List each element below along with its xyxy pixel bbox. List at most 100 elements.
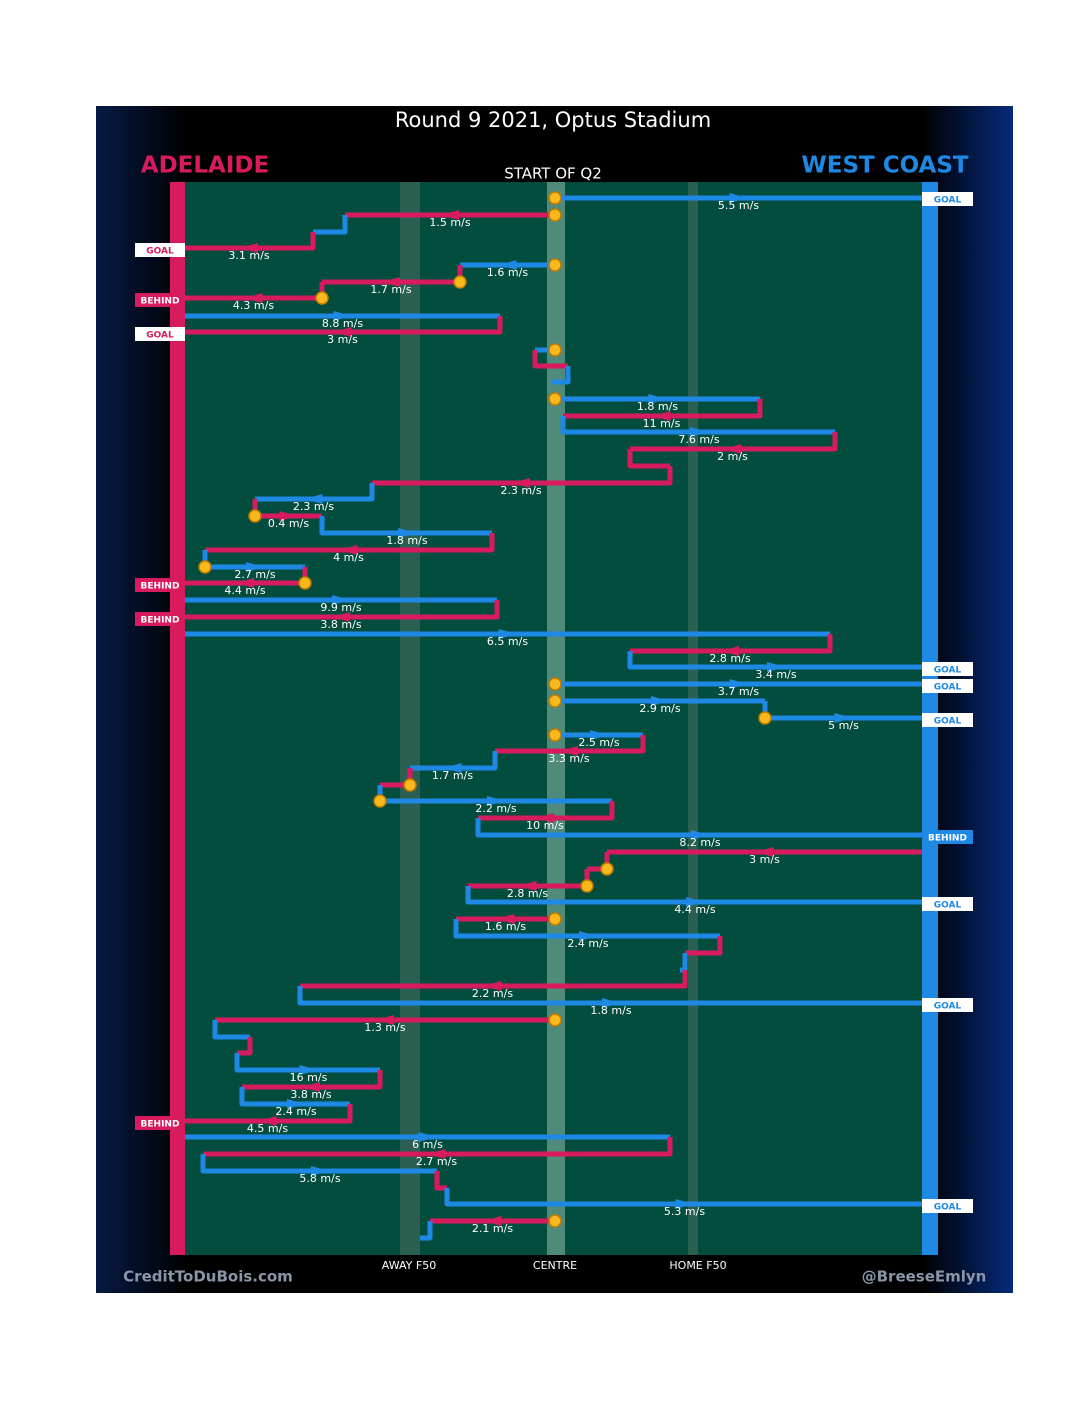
direction-arrow [279,511,298,521]
direction-arrow [518,881,537,891]
contest-marker [548,258,562,272]
possession-segment [237,1037,253,1056]
direction-arrow [240,243,258,253]
contest-marker [600,862,614,876]
direction-arrow [723,444,742,454]
direction-arrow [376,1015,394,1025]
outcome-label: GOAL [934,1002,962,1012]
credit: @BreeseEmlyn [862,1268,987,1286]
possession-segment [630,634,833,654]
direction-arrow [648,394,667,404]
direction-arrow [498,260,517,270]
direction-arrow [244,293,263,303]
speed-label: 1.8 m/s [386,534,427,547]
speed-label: 11 m/s [643,417,681,430]
direction-arrow [721,646,739,656]
speed-label: 3.7 m/s [718,685,759,698]
outcome-tag [922,998,973,1012]
contest-marker [315,291,329,305]
flow: 5.5 m/s 1.5 m/s 3.1 m/s 1.6 m/s 1.7 m/s 4.3 m… [135,191,973,1241]
direction-arrow [690,427,708,437]
direction-arrow [651,696,669,706]
speed-label: 7.6 m/s [678,433,719,446]
possession-segment [420,1221,433,1241]
outcome-tag [135,578,185,592]
outcome-label: GOAL [146,331,174,341]
speed-label: 4.5 m/s [247,1122,288,1135]
direction-arrow [498,629,517,639]
possession-segment [297,986,922,1006]
direction-arrow [652,411,671,421]
speed-label: 4.4 m/s [224,584,265,597]
possession-segment [410,751,498,771]
possession-segment [185,316,503,335]
centre-band [547,182,565,1255]
possession-segment [203,1137,673,1157]
speed-label: 2.7 m/s [234,568,275,581]
outcome-tag [922,1199,973,1213]
possession-segment [313,215,348,235]
speed-label: 2 m/s [717,450,748,463]
speed-label: 9.9 m/s [320,601,361,614]
possession-segment [627,449,670,469]
contest-marker [453,275,467,289]
direction-arrow [427,1149,446,1159]
contest-marker [548,191,562,205]
speed-label: 4 m/s [333,551,364,564]
possession-segment [212,1020,250,1040]
speed-label: 1.6 m/s [487,266,528,279]
outcome-tag [922,192,973,206]
direction-arrow [236,578,254,588]
direction-arrow [483,1216,502,1226]
possession-segment [255,483,375,502]
contest-marker [548,208,562,222]
speed-label: 16 m/s [290,1071,328,1084]
direction-arrow [339,545,358,555]
outcome-label: GOAL [934,196,962,206]
possession-segment [563,399,763,419]
contest-marker [403,778,417,792]
speed-label: 2.7 m/s [416,1155,457,1168]
possession-segment [453,919,720,939]
speed-label: 4.4 m/s [674,903,715,916]
speed-label: 6 m/s [412,1138,443,1151]
direction-arrow [443,763,462,773]
outcome-tag [922,662,973,676]
direction-arrow [536,813,554,823]
possession-segment [465,886,922,905]
speed-label: 3.8 m/s [320,618,361,631]
outcome-label: BEHIND [928,834,967,844]
direction-arrow [246,562,264,572]
home-f50-band [688,182,698,1255]
speed-label: 3.3 m/s [548,752,589,765]
speed-label: 1.6 m/s [485,920,526,933]
possession-segment [234,1053,380,1073]
direction-arrow [332,595,350,605]
away-team: WEST COAST [801,153,969,179]
away-f50-band [400,182,420,1255]
contest-marker [198,560,212,574]
contest-marker [548,912,562,926]
outcome-label: BEHIND [141,582,180,592]
outcome-tag [922,830,973,844]
direction-arrow [590,730,608,740]
speed-label: 2.3 m/s [500,484,541,497]
direction-arrow [729,679,748,689]
direction-arrow [332,612,350,622]
possession-segment [444,1188,922,1207]
speed-label: 2.4 m/s [275,1105,316,1118]
possession-segment [372,466,673,486]
speed-label: 3.1 m/s [228,249,269,262]
contest-marker [298,576,312,590]
outcome-tag [135,1116,185,1130]
direction-arrow [483,981,502,991]
speed-label: 8.2 m/s [679,836,720,849]
outcome-label: GOAL [934,901,962,911]
speed-label: 1.7 m/s [432,769,473,782]
contest-marker [548,1013,562,1027]
speed-label: 5.3 m/s [664,1205,705,1218]
direction-arrow [560,746,578,756]
direction-arrow [382,277,400,287]
contest-marker [758,711,772,725]
